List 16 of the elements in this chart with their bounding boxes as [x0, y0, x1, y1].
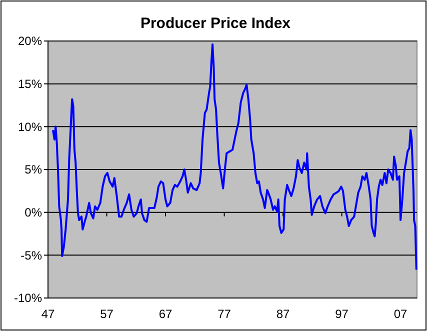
x-tick-label: 47: [41, 307, 55, 321]
y-tick-label: 0%: [24, 206, 42, 220]
y-tick-label: 15%: [18, 77, 42, 92]
y-tick-label: 10%: [18, 120, 42, 134]
line-series: [52, 43, 418, 271]
x-tick-label: 67: [158, 307, 173, 321]
y-tick-label: -5%: [20, 248, 42, 262]
y-tick-label: 5%: [24, 162, 42, 177]
x-tick-label: 97: [335, 307, 349, 321]
y-tick-label: -10%: [14, 291, 42, 306]
x-tick-label: 57: [100, 307, 114, 321]
y-tick-label: 20%: [18, 34, 42, 48]
x-tick-label: 07: [394, 307, 408, 321]
chart-title: Producer Price Index: [140, 15, 292, 32]
x-tick-label: 87: [276, 307, 290, 321]
x-tick-label: 77: [218, 307, 232, 321]
